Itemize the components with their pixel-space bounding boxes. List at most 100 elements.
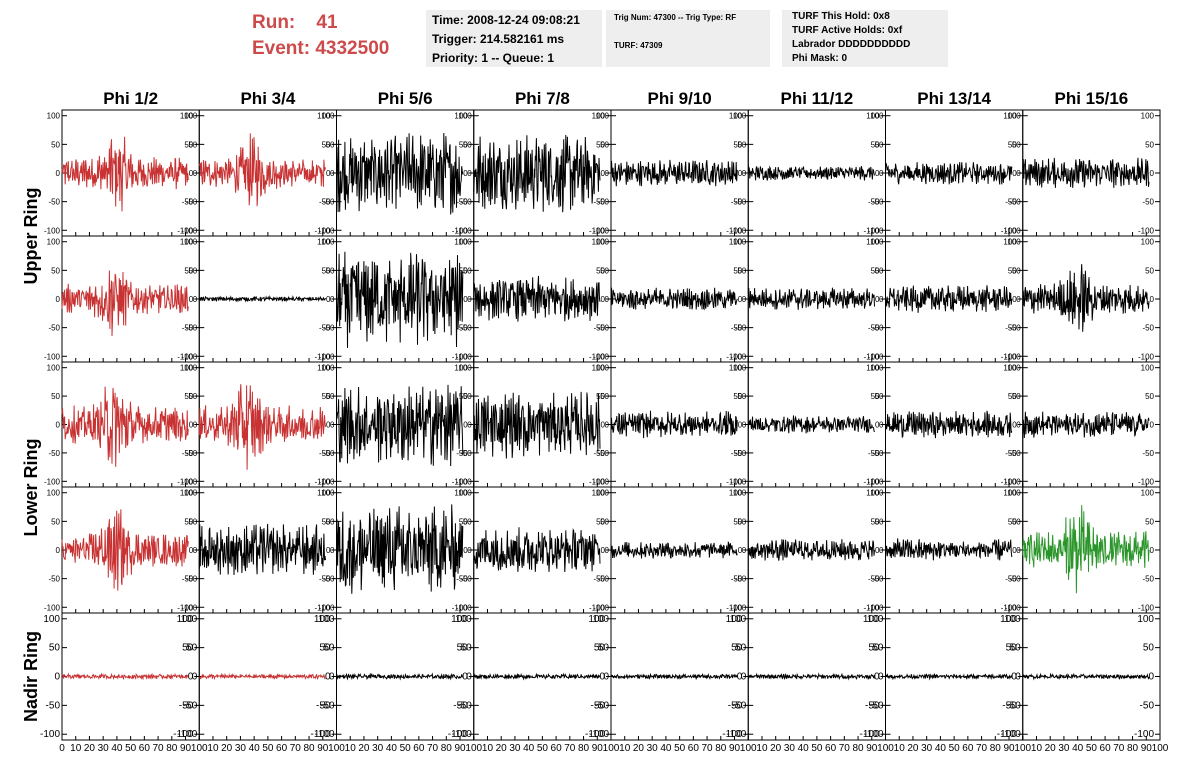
y-tick-label: -50 xyxy=(1009,449,1021,458)
y-tick-label: -100 xyxy=(452,729,472,740)
y-tick-label: -50 xyxy=(1140,700,1155,711)
x-tick-label: 80 xyxy=(715,743,727,754)
y-tick-label: 0 xyxy=(599,672,605,683)
y-tick-label: 100 xyxy=(184,112,198,121)
waveform-trace xyxy=(61,386,189,467)
y-tick-label: 100 xyxy=(733,112,747,121)
y-tick-label: -50 xyxy=(597,575,609,584)
y-tick-label: 100 xyxy=(47,364,61,373)
y-tick-label: 50 xyxy=(600,266,609,275)
y-tick-label: -50 xyxy=(186,449,198,458)
waveform-trace xyxy=(198,133,326,207)
y-tick-label: 100 xyxy=(321,364,335,373)
y-tick-label: -50 xyxy=(323,198,335,207)
y-tick-label: -50 xyxy=(868,198,880,207)
x-tick-label: 80 xyxy=(852,743,864,754)
y-tick-label: 0 xyxy=(1150,421,1155,430)
y-tick-label: 0 xyxy=(601,169,606,178)
y-tick-label: 0 xyxy=(737,672,743,683)
y-tick-label: -100 xyxy=(722,729,742,740)
waveform-trace xyxy=(747,672,875,681)
y-tick-label: -50 xyxy=(728,700,743,711)
y-tick-label: 0 xyxy=(879,169,884,178)
y-tick-label: -50 xyxy=(868,449,880,458)
y-tick-label: -100 xyxy=(177,603,194,612)
x-tick-label: 30 xyxy=(372,743,384,754)
x-tick-label: 10 xyxy=(482,743,494,754)
x-tick-label: 80 xyxy=(303,743,315,754)
x-tick-label: 50 xyxy=(949,743,961,754)
y-tick-label: 100 xyxy=(43,614,60,625)
y-tick-label: -100 xyxy=(867,352,884,361)
y-tick-label: 50 xyxy=(188,517,197,526)
y-tick-label: 100 xyxy=(729,112,743,121)
y-tick-label: 0 xyxy=(878,672,884,683)
y-tick-label: 0 xyxy=(467,546,472,555)
x-tick-label: 20 xyxy=(770,743,782,754)
y-tick-label: 100 xyxy=(730,614,747,625)
time-info-panel: Time: 2008-12-24 09:08:21 Trigger: 214.5… xyxy=(426,10,602,67)
waveform-trace xyxy=(61,136,189,212)
y-tick-label: 0 xyxy=(1150,169,1155,178)
y-tick-label: 50 xyxy=(733,140,742,149)
y-tick-label: 100 xyxy=(454,112,468,121)
y-tick-label: 50 xyxy=(188,392,197,401)
y-tick-label: 50 xyxy=(598,643,610,654)
y-tick-label: 0 xyxy=(56,169,61,178)
y-tick-label: 100 xyxy=(1141,238,1155,247)
y-tick-label: 100 xyxy=(1007,112,1021,121)
y-tick-label: -50 xyxy=(319,575,331,584)
x-tick-label: 100 xyxy=(1014,743,1031,754)
y-tick-label: -50 xyxy=(1006,700,1021,711)
x-tick-label: 30 xyxy=(1058,743,1070,754)
y-tick-label: 50 xyxy=(322,266,331,275)
x-tick-label: 70 xyxy=(702,743,714,754)
y-tick-label: 100 xyxy=(733,238,747,247)
y-tick-label: 100 xyxy=(1004,614,1021,625)
y-tick-label: 0 xyxy=(462,672,468,683)
y-tick-label: 100 xyxy=(458,238,472,247)
waveform-trace xyxy=(1022,264,1150,332)
x-tick-label: 70 xyxy=(153,743,165,754)
y-tick-label: -100 xyxy=(40,729,60,740)
x-tick-label: 70 xyxy=(427,743,439,754)
y-tick-label: 50 xyxy=(875,140,884,149)
y-tick-label: 50 xyxy=(463,392,472,401)
column-header: Phi 9/10 xyxy=(647,89,711,108)
y-tick-label: 100 xyxy=(1141,364,1155,373)
y-tick-label: 50 xyxy=(733,517,742,526)
y-tick-label: -100 xyxy=(726,352,743,361)
y-tick-label: 100 xyxy=(317,489,331,498)
y-tick-label: -50 xyxy=(319,198,331,207)
y-tick-label: 0 xyxy=(189,169,194,178)
trig-num-line: Trig Num: 47300 -- Trig Type: RF xyxy=(614,13,737,22)
y-tick-label: 0 xyxy=(874,672,880,683)
y-tick-label: -100 xyxy=(863,603,880,612)
y-tick-label: -100 xyxy=(863,352,880,361)
y-tick-label: -100 xyxy=(314,352,331,361)
y-tick-label: 50 xyxy=(875,392,884,401)
y-tick-label: 50 xyxy=(872,643,884,654)
y-tick-label: 0 xyxy=(463,421,468,430)
waveform-trace xyxy=(198,294,326,303)
waveform-trace xyxy=(61,672,189,681)
y-tick-label: 100 xyxy=(180,489,194,498)
y-tick-label: 100 xyxy=(454,364,468,373)
x-tick-label: 40 xyxy=(935,743,947,754)
y-tick-label: -50 xyxy=(735,449,747,458)
x-tick-label: 60 xyxy=(688,743,700,754)
y-tick-label: -100 xyxy=(181,603,198,612)
y-tick-label: 50 xyxy=(184,266,193,275)
x-tick-label: 30 xyxy=(647,743,659,754)
y-tick-label: 0 xyxy=(56,295,61,304)
y-tick-label: 0 xyxy=(1012,295,1017,304)
x-tick-label: 40 xyxy=(111,743,123,754)
y-tick-label: 100 xyxy=(870,364,884,373)
y-tick-label: 50 xyxy=(1008,140,1017,149)
y-tick-label: 100 xyxy=(592,238,606,247)
column-header: Phi 5/6 xyxy=(378,89,433,108)
waveform-trace xyxy=(336,504,464,594)
x-tick-label: 40 xyxy=(798,743,810,754)
y-tick-label: -50 xyxy=(868,575,880,584)
y-tick-label: 100 xyxy=(314,614,331,625)
